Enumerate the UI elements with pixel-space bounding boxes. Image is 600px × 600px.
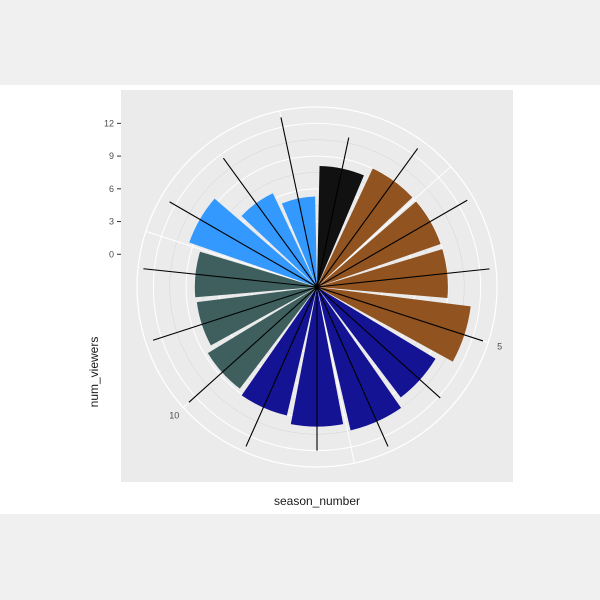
bar: [281, 196, 317, 287]
segment-line: [169, 201, 318, 288]
segment-line: [316, 286, 484, 342]
segment-line: [280, 117, 318, 288]
bar: [317, 249, 448, 298]
bar: [317, 201, 441, 287]
bar: [317, 165, 364, 287]
y-tick-label: 3: [109, 217, 114, 227]
chart-figure: 0 3 6 9 12 5 10 season_number num_viewers: [0, 85, 600, 514]
bar: [196, 287, 317, 346]
segment-line: [188, 286, 318, 403]
y-axis-title: num_viewers: [87, 337, 101, 408]
bar: [189, 198, 317, 287]
segment-line: [143, 268, 318, 288]
x-axis-labels: 5 10: [169, 341, 502, 420]
segment-line: [316, 286, 389, 447]
segment-line: [316, 137, 350, 288]
bar: [317, 287, 471, 362]
segment-line: [316, 148, 419, 288]
bar: [317, 287, 436, 398]
y-axis: 0 3 6 9 12: [104, 118, 121, 259]
segment-line: [222, 157, 318, 288]
bar: [207, 287, 317, 389]
x-axis-title: season_number: [274, 494, 360, 508]
grid-spoke: [316, 166, 452, 288]
grid-spoke: [316, 286, 355, 464]
polar-bar-chart: 0 3 6 9 12 5 10 season_number num_viewers: [87, 90, 513, 508]
y-tick-label: 6: [109, 184, 114, 194]
x-tick-label: 5: [497, 341, 502, 351]
segment-line: [316, 286, 441, 399]
bar: [317, 287, 402, 431]
grid-spoke: [145, 230, 318, 288]
segment-line: [316, 268, 490, 288]
grid-outer-circle: [136, 106, 498, 468]
y-tick-label: 9: [109, 151, 114, 161]
y-tick-label: 12: [104, 118, 114, 128]
segment-line: [316, 199, 468, 288]
y-tick-label: 0: [109, 249, 114, 259]
segment-line: [245, 286, 318, 447]
segment-line: [152, 286, 318, 341]
bar: [317, 168, 413, 287]
x-tick-label: 10: [169, 410, 179, 420]
segment-layer: [143, 117, 490, 451]
bar: [241, 287, 317, 416]
bar: [241, 193, 317, 287]
bar: [194, 251, 317, 298]
